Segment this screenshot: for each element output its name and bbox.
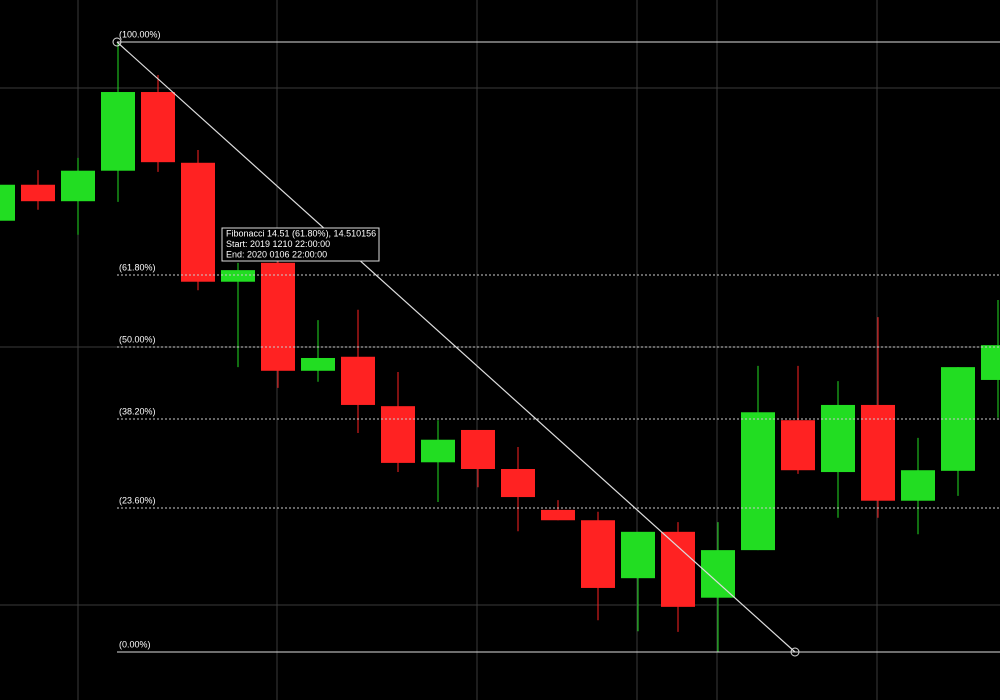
candle-body: [101, 92, 135, 171]
fib-level-label: (100.00%): [119, 29, 161, 39]
candle-body: [901, 470, 935, 501]
tooltip-box: [221, 227, 380, 262]
tooltip-text: End: 2020 0106 22:00:00: [226, 249, 327, 259]
candles: [0, 42, 1000, 652]
fib-anchor: [790, 647, 800, 657]
candle-body: [541, 509, 575, 521]
candle-body: [421, 439, 455, 463]
candle-body: [501, 469, 535, 498]
candle-body: [61, 170, 95, 202]
fib-level-label: (38.20%): [119, 406, 156, 416]
candle-body: [861, 404, 895, 501]
candle-body: [781, 420, 815, 471]
candle-body: [141, 92, 175, 163]
candle-body: [821, 404, 855, 473]
fib-level-label: (50.00%): [119, 334, 156, 344]
candle-body: [21, 184, 55, 202]
fib-trend-line: [116, 41, 796, 653]
fib-level-label: (0.00%): [119, 639, 151, 649]
fibonacci: (100.00%) (61.80%) (50.00%) (38.20%) (23.60%…: [112, 29, 1000, 657]
candle-body: [381, 406, 415, 463]
candle-body: [261, 262, 295, 371]
candle-body: [0, 184, 15, 221]
candle-body: [621, 531, 655, 579]
candle-body: [701, 550, 735, 598]
candle-body: [581, 520, 615, 588]
candle-body: [741, 412, 775, 551]
candle-body: [461, 429, 495, 469]
tooltip-text: Fibonacci 14.51 (61.80%), 14.510156: [226, 228, 376, 238]
candle-body: [661, 531, 695, 607]
candle-body: [181, 162, 215, 282]
candle-body: [301, 357, 335, 371]
candle-body: [221, 270, 255, 282]
tooltip-text: Start: 2019 1210 22:00:00: [226, 239, 330, 249]
fib-level-label: (61.80%): [119, 262, 156, 272]
candle-body: [341, 356, 375, 405]
candle-body: [981, 345, 1000, 380]
fib-level-label: (23.60%): [119, 495, 156, 505]
fib-anchor: [112, 37, 122, 47]
